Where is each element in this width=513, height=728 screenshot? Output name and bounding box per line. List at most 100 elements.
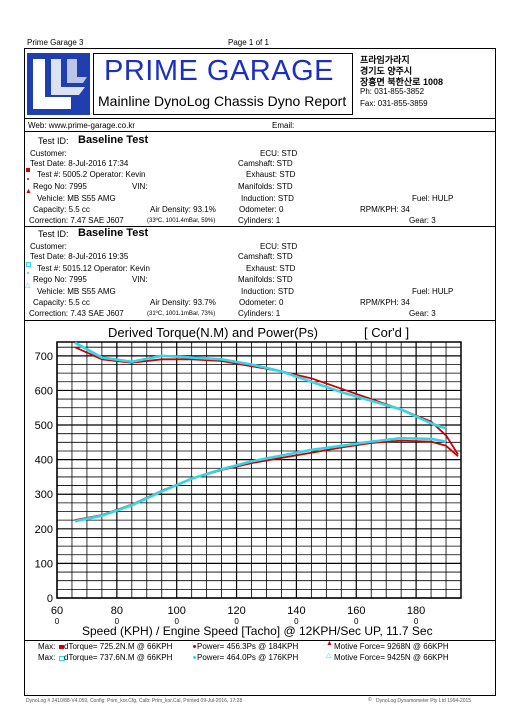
series-marker-square bbox=[59, 656, 65, 661]
korean-address-1: 경기도 양주시 bbox=[360, 66, 413, 76]
customer: Customer: bbox=[30, 149, 67, 158]
korean-address-2: 장흥면 북한산로 1008 bbox=[360, 77, 443, 87]
manifolds: Manifolds: STD bbox=[238, 182, 293, 191]
max-power: Power= 464.0Ps @ 176KPH bbox=[197, 653, 299, 662]
y-tick-label: 300 bbox=[35, 489, 53, 501]
test-id-label: Test ID: bbox=[38, 229, 69, 239]
induction: Induction: STD bbox=[241, 287, 294, 296]
y-tick-label: 100 bbox=[35, 558, 53, 570]
series-marker-triangle-icon: △ bbox=[326, 652, 332, 659]
x-subtick-label: 0 bbox=[234, 617, 239, 626]
report-frame bbox=[24, 48, 496, 696]
series-line-power bbox=[74, 436, 447, 523]
divider bbox=[24, 320, 496, 321]
web-address: Web: www.prime-garage.co.kr bbox=[28, 121, 135, 130]
exhaust: Exhaust: STD bbox=[246, 264, 296, 273]
max-torque: dTorque= 737.6N.M @ 66KPH bbox=[64, 653, 173, 662]
rego-number: Rego No: 7995 bbox=[33, 275, 87, 284]
camshaft: Camshaft: STD bbox=[238, 159, 293, 168]
x-subtick-label: 0 bbox=[55, 617, 60, 626]
page-header-left: Prime Garage 3 bbox=[27, 38, 84, 47]
gear: Gear: 3 bbox=[409, 216, 436, 225]
torque-power-chart: Derived Torque(N.M) and Power(Ps) [ Cor'… bbox=[35, 325, 462, 638]
max-torque: dTorque= 725.2N.M @ 66KPH bbox=[64, 642, 173, 651]
divider bbox=[24, 131, 496, 132]
air-density: Air Density: 93.1% bbox=[150, 205, 216, 214]
capacity: Capacity: 5.5 cc bbox=[33, 205, 90, 214]
divider bbox=[24, 640, 496, 641]
x-tick-label: 180 bbox=[407, 605, 425, 617]
brand-subtitle: Mainline DynoLog Chassis Dyno Report bbox=[98, 93, 347, 109]
test-date: Test Date: 8-Jul-2016 17:34 bbox=[30, 159, 129, 168]
x-tick-label: 80 bbox=[111, 605, 123, 617]
footer-left: DynoLog # 2410/88-V4.059, Config: Prim_k… bbox=[26, 698, 243, 704]
x-axis-label: Speed (KPH) / Engine Speed [Tacho] @ 12K… bbox=[82, 624, 433, 638]
series-marker-square bbox=[26, 168, 30, 172]
logo bbox=[27, 53, 90, 115]
camshaft: Camshaft: STD bbox=[238, 252, 293, 261]
rpm-per-kph: RPM/KPH: 34 bbox=[360, 298, 410, 307]
fuel: Fuel: HULP bbox=[412, 287, 454, 296]
footer-right: DynoLog Dynamometer Pty Ltd 1994-2015 bbox=[376, 698, 472, 704]
brand-box bbox=[93, 53, 353, 115]
x-tick-label: 120 bbox=[227, 605, 245, 617]
fuel: Fuel: HULP bbox=[412, 194, 454, 203]
x-tick-label: 140 bbox=[287, 605, 305, 617]
y-tick-label: 600 bbox=[35, 385, 53, 397]
divider bbox=[24, 226, 496, 227]
odometer: Odometer: 0 bbox=[239, 298, 284, 307]
max-power: Power= 456.3Ps @ 184KPH bbox=[197, 642, 299, 651]
conditions: (31ºC, 1001.1mBar, 73%) bbox=[147, 311, 216, 317]
induction: Induction: STD bbox=[241, 194, 294, 203]
y-tick-label: 700 bbox=[35, 351, 53, 363]
y-tick-label: 0 bbox=[47, 593, 53, 605]
series-marker-triangle-icon: ▲ bbox=[25, 188, 32, 195]
capacity: Capacity: 5.5 cc bbox=[33, 298, 90, 307]
air-density: Air Density: 93.7% bbox=[150, 298, 216, 307]
vehicle: Vehicle: MB S55 AMG bbox=[37, 287, 116, 296]
x-tick-label: 60 bbox=[51, 605, 63, 617]
exhaust: Exhaust: STD bbox=[246, 170, 296, 179]
logo-icon bbox=[33, 59, 87, 109]
series-marker-dot bbox=[27, 272, 29, 274]
x-subtick-label: 0 bbox=[414, 617, 419, 626]
correction: Correction: 7.43 SAE J607 bbox=[29, 309, 124, 318]
x-subtick-label: 0 bbox=[115, 617, 120, 626]
rpm-per-kph: RPM/KPH: 34 bbox=[360, 205, 410, 214]
brand-title: PRIME GARAGE bbox=[104, 55, 334, 87]
ecu: ECU: STD bbox=[260, 242, 298, 251]
series-line-dtorque bbox=[74, 341, 447, 430]
x-tick-label: 160 bbox=[347, 605, 365, 617]
rego-number: Rego No: 7995 bbox=[33, 182, 87, 191]
phone-number: Ph: 031-855-3852 bbox=[360, 87, 425, 96]
fax-number: Fax: 031-855-3859 bbox=[360, 99, 428, 108]
series-marker-dot bbox=[27, 178, 29, 180]
x-subtick-label: 0 bbox=[294, 617, 299, 626]
series-marker-triangle-icon: △ bbox=[25, 282, 31, 289]
test-number: Test #: 5015.12 Operator: Kevin bbox=[37, 264, 150, 273]
max-label: Max: bbox=[38, 653, 56, 662]
y-tick-label: 500 bbox=[35, 420, 53, 432]
chart-title: Derived Torque(N.M) and Power(Ps) bbox=[108, 325, 318, 340]
plot-border bbox=[56, 341, 462, 599]
ecu: ECU: STD bbox=[260, 149, 298, 158]
cylinders: Cylinders: 1 bbox=[238, 216, 281, 225]
vin: VIN: bbox=[132, 182, 148, 191]
test-id-label: Test ID: bbox=[38, 136, 69, 146]
korean-name: 프라임가라지 bbox=[360, 55, 410, 65]
gear: Gear: 3 bbox=[409, 309, 436, 318]
customer: Customer: bbox=[30, 242, 67, 251]
chart-title-suffix: [ Cor'd ] bbox=[364, 325, 409, 340]
divider bbox=[24, 118, 496, 119]
series-marker-dot bbox=[193, 645, 196, 648]
series-marker-square bbox=[59, 645, 64, 649]
y-tick-label: 400 bbox=[35, 455, 53, 467]
manifolds: Manifolds: STD bbox=[238, 275, 293, 284]
x-tick-label: 100 bbox=[168, 605, 186, 617]
max-motive-force: Motive Force= 9425N @ 66KPH bbox=[334, 653, 449, 662]
conditions: (33ºC, 1001.4mBar, 59%) bbox=[147, 218, 216, 224]
test-number: Test #: 5005.2 Operator: Kevin bbox=[37, 170, 146, 179]
test-id-value: Baseline Test bbox=[78, 227, 149, 239]
series-marker-dot bbox=[193, 656, 196, 659]
correction: Correction: 7.47 SAE J607 bbox=[29, 216, 124, 225]
